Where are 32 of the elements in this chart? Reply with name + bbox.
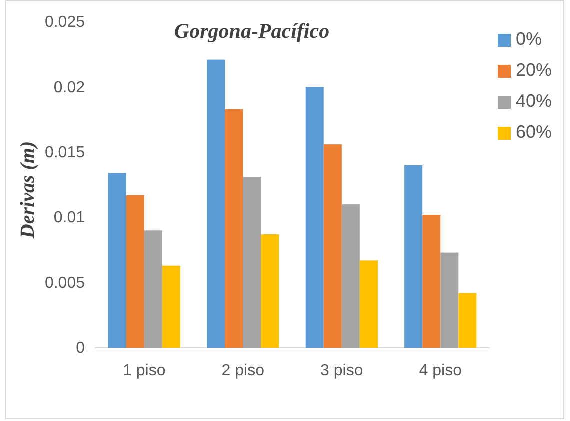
bar xyxy=(243,177,262,348)
bar xyxy=(440,252,459,348)
bar xyxy=(108,173,126,348)
bar xyxy=(144,230,162,348)
bar xyxy=(422,214,441,348)
bar xyxy=(324,144,342,348)
x-tick-label: 1 piso xyxy=(123,362,166,380)
legend-label: 40% xyxy=(516,91,552,111)
y-tick-label: 0.005 xyxy=(44,274,86,292)
x-tick-label: 4 piso xyxy=(419,362,462,380)
bar xyxy=(225,109,244,348)
bar xyxy=(342,204,360,348)
bar xyxy=(207,60,226,348)
y-tick-label: 0.015 xyxy=(44,144,86,162)
bar xyxy=(306,87,324,348)
y-axis-title: Derivas (m) xyxy=(17,141,39,240)
y-tick-label: 0.025 xyxy=(44,14,86,32)
y-tick-label: 0.02 xyxy=(54,79,86,96)
bar xyxy=(458,293,477,348)
legend-label: 20% xyxy=(516,60,552,80)
bar xyxy=(360,260,378,348)
x-tick-label: 3 piso xyxy=(320,362,364,380)
y-tick-label: 0 xyxy=(76,340,86,358)
bar xyxy=(126,195,144,348)
bar xyxy=(404,165,423,348)
legend-label: 0% xyxy=(516,29,542,49)
x-tick-label: 2 piso xyxy=(222,362,265,380)
legend-label: 60% xyxy=(516,122,552,142)
bar xyxy=(162,266,180,348)
y-tick-label: 0.01 xyxy=(54,210,86,227)
bar xyxy=(261,234,280,348)
chart-title: Gorgona-Pacífico xyxy=(174,19,330,43)
